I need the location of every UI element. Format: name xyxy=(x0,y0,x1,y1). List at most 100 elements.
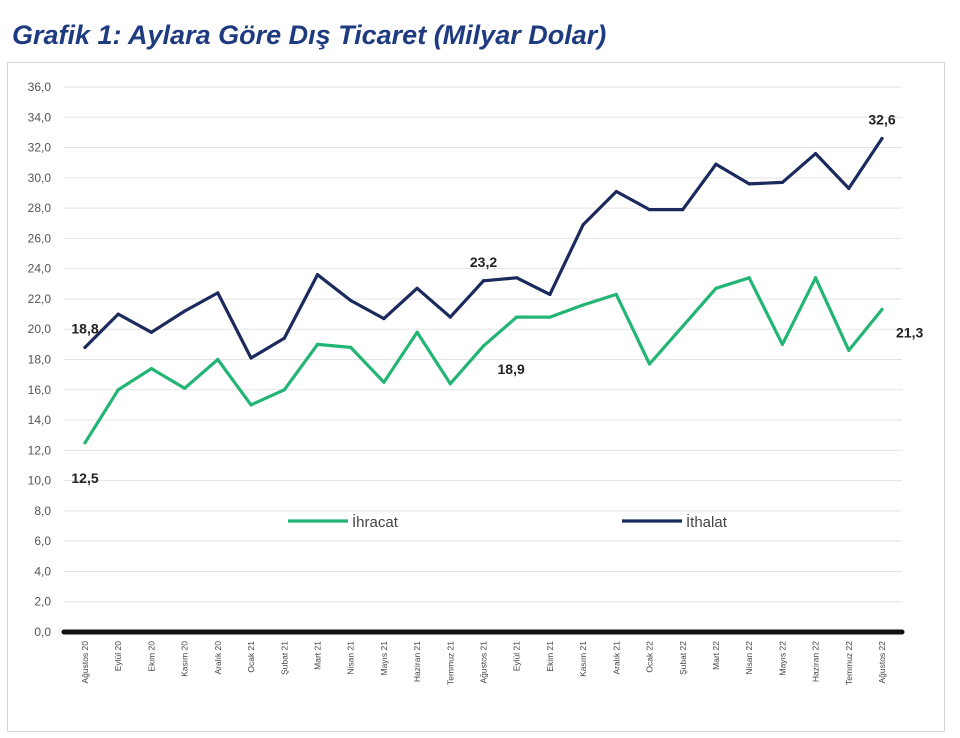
series-line-ithalat xyxy=(83,136,884,360)
data-point xyxy=(282,388,286,392)
data-point xyxy=(481,344,486,348)
data-point xyxy=(116,312,120,316)
y-tick-label: 28,0 xyxy=(28,201,52,215)
data-point xyxy=(813,276,818,280)
data-label: 18,9 xyxy=(498,361,525,377)
y-tick-label: 30,0 xyxy=(28,171,52,185)
data-point xyxy=(216,357,220,362)
data-point xyxy=(116,388,120,392)
chart-frame xyxy=(7,62,945,732)
data-point xyxy=(614,292,618,297)
y-tick-label: 12,0 xyxy=(28,443,52,457)
data-point xyxy=(647,362,652,366)
y-tick-label: 20,0 xyxy=(28,322,52,336)
data-point xyxy=(780,342,784,346)
x-tick-label: Şubat 22 xyxy=(678,641,688,675)
x-tick-label: Ekim 21 xyxy=(545,641,555,672)
data-point xyxy=(349,345,353,349)
y-tick-label: 16,0 xyxy=(28,383,52,397)
x-tick-label: Aralık 21 xyxy=(611,641,621,675)
data-point xyxy=(647,208,652,212)
data-point xyxy=(614,189,618,194)
x-tick-label: Mart 21 xyxy=(312,641,322,670)
data-point xyxy=(681,208,685,212)
y-tick-label: 8,0 xyxy=(34,504,51,518)
data-point xyxy=(349,298,353,303)
data-point xyxy=(813,152,818,156)
data-point xyxy=(83,441,87,445)
y-tick-label: 26,0 xyxy=(28,231,52,245)
data-point xyxy=(481,279,486,283)
data-point xyxy=(747,276,751,280)
data-label: 12,5 xyxy=(71,470,98,486)
data-point xyxy=(714,286,718,290)
data-point xyxy=(581,223,585,227)
y-tick-label: 24,0 xyxy=(28,262,52,276)
data-point xyxy=(282,336,286,340)
data-label: 21,3 xyxy=(896,325,923,341)
x-tick-label: Ağustos 20 xyxy=(80,641,90,684)
x-tick-label: Kasım 20 xyxy=(180,641,190,677)
x-tick-label: Mart 22 xyxy=(711,641,721,670)
chart-title: Grafik 1: Aylara Göre Dış Ticaret (Milya… xyxy=(12,20,607,50)
x-tick-label: Nisan 21 xyxy=(346,641,356,675)
data-point xyxy=(415,286,419,290)
x-tick-label: Haziran 22 xyxy=(811,641,821,682)
x-tick-label: Ocak 21 xyxy=(246,641,256,673)
data-point xyxy=(448,315,452,319)
x-tick-label: Ocak 22 xyxy=(645,641,655,673)
data-point xyxy=(847,186,851,191)
legend-label: İthalat xyxy=(686,513,728,531)
data-point xyxy=(315,273,320,277)
x-tick-label: Temmuz 21 xyxy=(445,641,455,685)
data-point xyxy=(847,348,851,353)
y-tick-label: 14,0 xyxy=(28,413,52,427)
y-tick-label: 22,0 xyxy=(28,292,52,306)
data-label: 32,6 xyxy=(868,111,895,127)
data-label: 18,8 xyxy=(71,320,98,336)
data-point xyxy=(548,315,552,319)
data-label: 23,2 xyxy=(470,254,497,270)
data-point xyxy=(183,309,187,313)
data-point xyxy=(315,342,320,346)
data-point xyxy=(149,366,154,371)
y-tick-label: 32,0 xyxy=(28,141,52,155)
data-point xyxy=(548,292,552,297)
data-point xyxy=(515,276,519,280)
data-point xyxy=(415,330,419,334)
y-tick-label: 10,0 xyxy=(28,474,52,488)
x-tick-label: Mayıs 21 xyxy=(379,641,389,676)
data-point xyxy=(747,182,751,186)
data-point xyxy=(714,162,718,166)
x-tick-label: Mayıs 22 xyxy=(777,641,787,676)
x-tick-label: Aralık 20 xyxy=(213,641,223,675)
data-point xyxy=(681,324,685,328)
data-point xyxy=(216,291,220,295)
x-tick-label: Nisan 22 xyxy=(744,641,754,675)
x-tick-label: Ağustos 21 xyxy=(479,641,489,684)
data-point xyxy=(183,386,187,390)
x-tick-label: Haziran 21 xyxy=(412,641,422,682)
data-point xyxy=(780,180,784,184)
y-tick-label: 34,0 xyxy=(28,110,52,124)
y-tick-label: 0,0 xyxy=(34,625,51,639)
series-line-ihracat xyxy=(83,276,884,445)
data-point xyxy=(249,356,253,360)
x-tick-label: Kasım 21 xyxy=(578,641,588,677)
legend-label: İhracat xyxy=(352,513,399,531)
x-tick-label: Ekim 20 xyxy=(146,641,156,672)
y-tick-label: 36,0 xyxy=(28,80,52,94)
x-tick-label: Temmuz 22 xyxy=(844,641,854,685)
data-point xyxy=(382,317,386,321)
x-tick-label: Şubat 21 xyxy=(279,641,289,675)
data-point xyxy=(880,136,884,141)
data-point xyxy=(515,315,519,319)
y-tick-label: 18,0 xyxy=(28,353,52,367)
data-point xyxy=(880,307,884,312)
data-point xyxy=(249,403,253,407)
data-point xyxy=(448,382,452,386)
y-tick-label: 2,0 xyxy=(34,595,51,609)
y-tick-label: 4,0 xyxy=(34,564,51,578)
data-point xyxy=(581,303,585,307)
